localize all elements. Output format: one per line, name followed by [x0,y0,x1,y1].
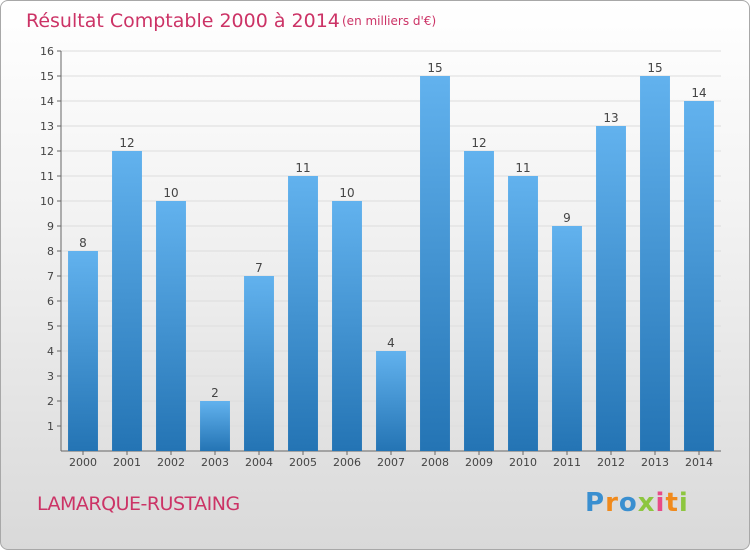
bar-2005 [288,176,318,451]
x-axis-ticks: 2000 2001 2002 2003 2004 2005 2006 2007 2008 2009… [69,451,713,469]
x-tick-label: 2002 [157,456,185,469]
x-tick-label: 2014 [685,456,713,469]
proxiti-logo: Proxiti [585,488,689,518]
x-tick-label: 2005 [289,456,317,469]
bar-2008 [420,76,450,451]
bar-2000 [68,251,98,451]
bar-2004 [244,276,274,451]
x-tick-label: 2006 [333,456,361,469]
x-tick-label: 2010 [509,456,537,469]
x-tick-label: 2001 [113,456,141,469]
bar-chart: Résultat Comptable 2000 à 2014 (en milli… [26,10,721,469]
x-tick-label: 2004 [245,456,273,469]
logo-letter: x [637,488,656,518]
x-tick-label: 2007 [377,456,405,469]
commune-name: LAMARQUE-RUSTAING [37,493,240,515]
value-label: 13 [603,111,618,125]
value-label: 15 [427,61,442,75]
y-tick-label: 5 [47,320,54,333]
value-label: 11 [515,161,530,175]
value-label: 8 [79,236,87,250]
logo-letter: i [678,488,689,518]
value-label: 7 [255,261,263,275]
bar-2011 [552,226,582,451]
bar-2001 [112,151,142,451]
bars [68,76,714,451]
y-tick-label: 9 [47,220,54,233]
logo-letter: o [618,488,638,518]
y-tick-label: 12 [40,145,54,158]
value-label: 15 [647,61,662,75]
value-label: 2 [211,386,219,400]
y-tick-label: 14 [40,95,54,108]
x-tick-label: 2000 [69,456,97,469]
chart-subtitle: (en milliers d'€) [342,14,436,28]
bar-2013 [640,76,670,451]
bar-2012 [596,126,626,451]
bar-2006 [332,201,362,451]
y-tick-label: 11 [40,170,54,183]
chart-title: Résultat Comptable 2000 à 2014 [26,10,340,32]
x-tick-label: 2008 [421,456,449,469]
y-tick-label: 1 [47,420,54,433]
value-label: 9 [563,211,571,225]
y-tick-label: 6 [47,295,54,308]
bar-2014 [684,101,714,451]
x-tick-label: 2012 [597,456,625,469]
x-tick-label: 2013 [641,456,669,469]
y-tick-label: 15 [40,70,54,83]
y-tick-label: 4 [47,345,54,358]
logo-letter: t [665,488,679,518]
y-tick-label: 7 [47,270,54,283]
bar-2003 [200,401,230,451]
x-tick-label: 2009 [465,456,493,469]
value-labels: 8 12 10 2 7 11 10 4 15 12 11 9 13 15 14 [79,61,706,400]
logo-letter: r [605,488,619,518]
value-label: 12 [471,136,486,150]
y-tick-label: 13 [40,120,54,133]
y-tick-label: 2 [47,395,54,408]
x-tick-label: 2003 [201,456,229,469]
x-tick-label: 2011 [553,456,581,469]
logo-letter: i [655,488,666,518]
logo-letter: P [585,488,606,518]
value-label: 4 [387,336,395,350]
value-label: 10 [163,186,178,200]
bar-2007 [376,351,406,451]
y-tick-label: 3 [47,370,54,383]
value-label: 12 [119,136,134,150]
y-tick-label: 8 [47,245,54,258]
value-label: 10 [339,186,354,200]
value-label: 11 [295,161,310,175]
value-label: 14 [691,86,706,100]
bar-2010 [508,176,538,451]
y-tick-label: 10 [40,195,54,208]
y-tick-label: 16 [40,45,54,58]
bar-2009 [464,151,494,451]
bar-2002 [156,201,186,451]
